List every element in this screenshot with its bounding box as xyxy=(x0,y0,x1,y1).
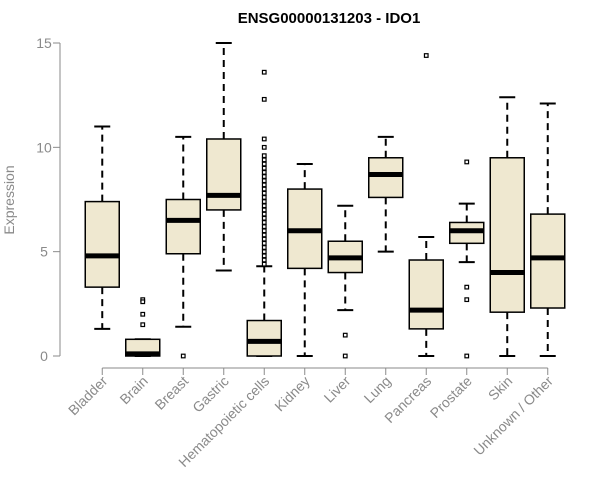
y-axis-label: Expression xyxy=(1,165,17,234)
iqr-box xyxy=(206,138,242,211)
outlier-point xyxy=(140,311,146,317)
outlier-point xyxy=(261,224,267,230)
x-tick-label: Brain xyxy=(116,373,150,407)
outlier-point xyxy=(464,284,470,290)
outlier-point xyxy=(261,182,267,188)
outlier-point xyxy=(261,261,267,267)
box-2 xyxy=(165,135,201,359)
x-tick-label: Prostate xyxy=(427,373,475,421)
outlier-point xyxy=(261,245,267,250)
iqr-box xyxy=(530,213,566,309)
box-4 xyxy=(246,69,282,357)
outlier-point xyxy=(342,353,348,359)
outlier-point xyxy=(261,228,267,234)
box-6 xyxy=(327,204,363,359)
outlier-point xyxy=(464,297,470,303)
outlier-point xyxy=(261,178,267,184)
outlier-point xyxy=(261,69,267,75)
outlier-point xyxy=(261,211,267,217)
outlier-point xyxy=(261,174,267,179)
outlier-point xyxy=(261,186,267,192)
box-0 xyxy=(84,125,120,330)
y-tick-label: 5 xyxy=(40,244,48,260)
iqr-box xyxy=(165,198,201,255)
outlier-point xyxy=(261,207,267,213)
outlier-point xyxy=(261,169,267,175)
y-tick-label: 10 xyxy=(36,139,52,155)
box-5 xyxy=(287,163,323,357)
y-axis: 0 5 10 15 xyxy=(36,35,61,364)
outlier-point xyxy=(261,165,267,171)
outlier-point xyxy=(261,203,267,209)
box-10 xyxy=(489,96,525,357)
outlier-point xyxy=(261,161,267,167)
outlier-point xyxy=(261,153,267,159)
outlier-point xyxy=(261,253,267,259)
outlier-point xyxy=(342,332,348,338)
outlier-point xyxy=(261,236,267,242)
iqr-box xyxy=(246,319,282,357)
x-tick-label: Lung xyxy=(361,373,394,406)
x-tick-label: Liver xyxy=(321,373,354,406)
outlier-point xyxy=(261,232,267,238)
outlier-point xyxy=(261,249,267,255)
outlier-point xyxy=(261,136,267,142)
iqr-box xyxy=(489,157,525,313)
x-tick-label: Breast xyxy=(151,373,191,413)
x-tick-label: Skin xyxy=(485,373,516,404)
outlier-point xyxy=(261,144,267,150)
outlier-point xyxy=(261,220,267,225)
x-tick-label: Kidney xyxy=(271,373,313,415)
outlier-point xyxy=(140,322,146,328)
box-9 xyxy=(449,159,485,359)
outlier-point xyxy=(261,215,267,221)
outlier-point xyxy=(261,199,267,204)
outlier-point xyxy=(180,353,186,359)
y-tick-label: 15 xyxy=(36,35,52,51)
x-tick-label: Bladder xyxy=(65,373,111,419)
box-11 xyxy=(530,102,566,357)
outlier-point xyxy=(261,195,267,200)
iqr-box xyxy=(408,259,444,330)
box-1 xyxy=(125,297,161,357)
outlier-point xyxy=(261,240,267,246)
outlier-point xyxy=(261,257,267,263)
box-3 xyxy=(206,42,242,272)
box-7 xyxy=(368,135,404,253)
outlier-point xyxy=(261,190,267,196)
iqr-box xyxy=(368,157,404,199)
box-8 xyxy=(408,53,444,357)
boxes-layer xyxy=(84,42,566,359)
y-tick-label: 0 xyxy=(40,348,48,364)
outlier-point xyxy=(423,53,429,58)
outlier-point xyxy=(261,157,267,163)
outlier-point xyxy=(261,96,267,102)
outlier-point xyxy=(464,353,470,359)
outlier-point xyxy=(140,299,146,305)
chart-title: ENSG00000131203 - IDO1 xyxy=(238,10,421,27)
iqr-box xyxy=(84,200,120,288)
outlier-point xyxy=(464,159,470,165)
